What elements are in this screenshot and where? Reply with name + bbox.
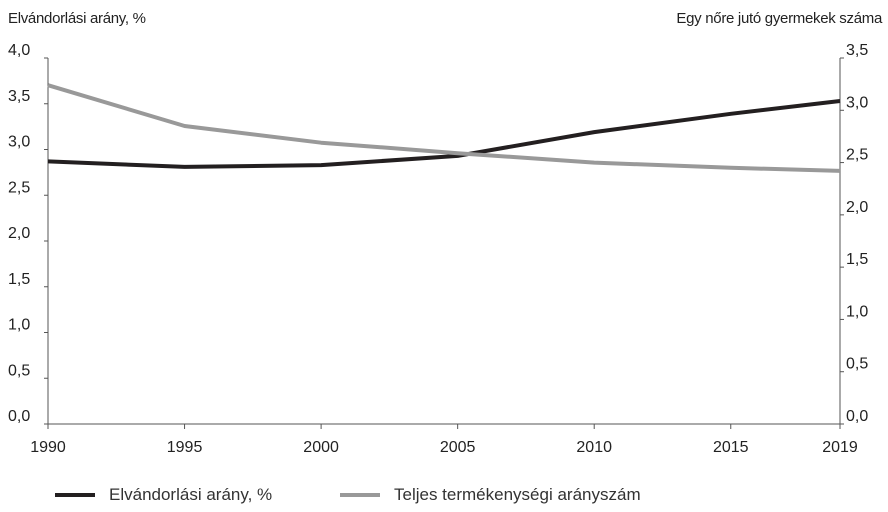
left-y-tick-label: 4,0 (8, 42, 30, 59)
right-y-tick-label: 0,5 (846, 356, 868, 373)
right-y-tick-label: 1,5 (846, 251, 868, 268)
left-y-tick-label: 2,5 (8, 179, 30, 196)
right-y-tick-label: 2,5 (846, 147, 868, 164)
legend-label-fertility: Teljes termékenységi arányszám (394, 485, 641, 504)
legend-swatch-emigration (55, 493, 95, 497)
left-y-tick-label: 0,5 (8, 362, 30, 379)
right-y-tick-label: 0,0 (846, 408, 868, 425)
left-y-tick-label: 3,0 (8, 134, 30, 151)
legend-item-emigration: Elvándorlási arány, % (55, 485, 272, 505)
left-y-tick-label: 1,0 (8, 317, 30, 334)
series-line-emigration (47, 99, 841, 169)
right-y-tick-label: 2,0 (846, 199, 868, 216)
right-y-tick-label: 3,0 (846, 94, 868, 111)
left-y-tick-label: 2,0 (8, 225, 30, 242)
x-tick-label: 2019 (822, 439, 858, 456)
x-tick-label: 2000 (303, 439, 339, 456)
x-tick-label: 2005 (440, 439, 476, 456)
x-tick-label: 2015 (713, 439, 749, 456)
x-tick-label: 1995 (167, 439, 203, 456)
x-tick-label: 2010 (576, 439, 612, 456)
legend-swatch-fertility (340, 493, 380, 497)
left-y-tick-label: 3,5 (8, 88, 30, 105)
right-axis-title: Egy nőre jutó gyermekek száma (676, 10, 882, 27)
right-y-tick-label: 3,5 (846, 42, 868, 59)
line-chart: 0,0 0,5 1,0 1,5 2,0 2,5 3,0 3,5 4,0 0,0 0,5 1,0 1,5 2… (8, 42, 868, 456)
legend-item-fertility: Teljes termékenységi arányszám (340, 485, 641, 505)
left-y-tick-label: 1,5 (8, 271, 30, 288)
x-tick-label: 1990 (30, 439, 66, 456)
legend-label-emigration: Elvándorlási arány, % (109, 485, 273, 504)
left-axis-title: Elvándorlási arány, % (8, 10, 146, 27)
right-y-tick-label: 1,0 (846, 303, 868, 320)
left-y-tick-label: 0,0 (8, 408, 30, 425)
